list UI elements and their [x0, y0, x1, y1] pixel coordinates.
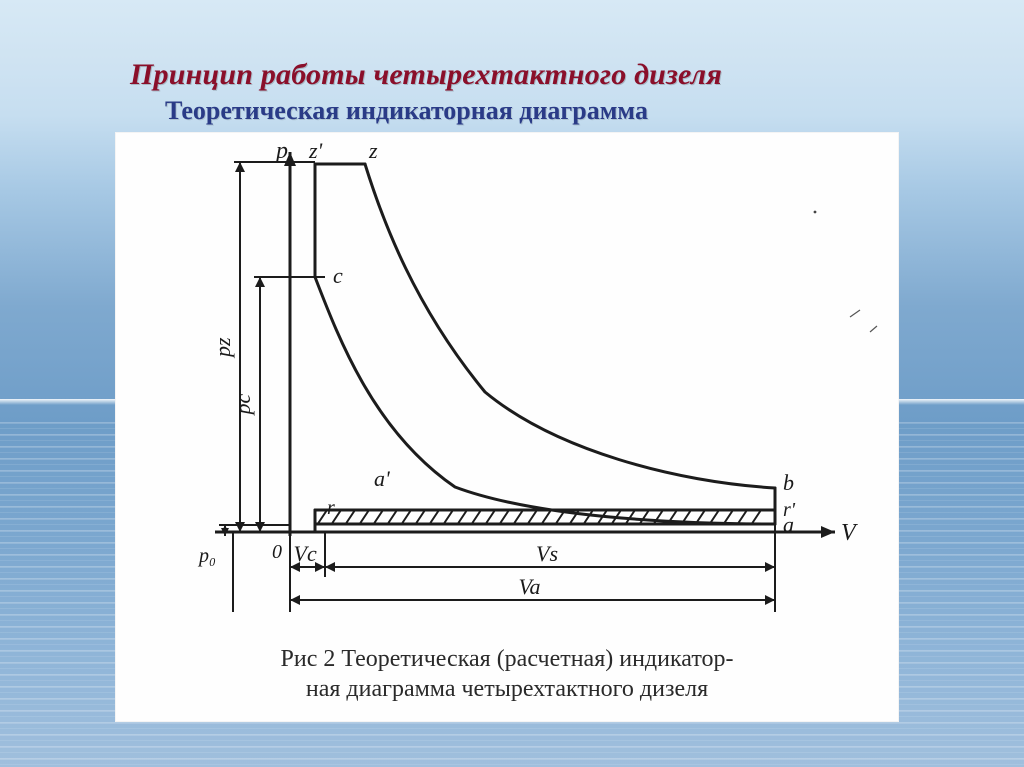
svg-text:z: z: [368, 138, 378, 163]
caption-line-1: Рис 2 Теоретическая (расчетная) индикато…: [281, 646, 734, 672]
slide-title: Принцип работы четырехтактного дизеля: [130, 58, 722, 92]
svg-text:p₀: p₀: [197, 545, 216, 567]
caption-line-2: ная диаграмма четырехтактного дизеля: [306, 676, 708, 702]
svg-text:p: p: [274, 138, 288, 164]
svg-text:pz: pz: [210, 337, 235, 359]
svg-text:Vc: Vc: [294, 541, 317, 566]
svg-text:a': a': [374, 466, 390, 491]
diagram-panel: pV0VcVsVapzpcp₀z'zca'rr'ba Рис 2 Теорети…: [115, 132, 899, 722]
svg-text:a: a: [783, 512, 794, 537]
svg-text:Va: Va: [519, 574, 541, 599]
svg-text:0: 0: [272, 541, 282, 563]
svg-text:V: V: [841, 520, 858, 546]
svg-text:c: c: [333, 263, 343, 288]
svg-text:Vs: Vs: [536, 541, 558, 566]
figure-caption: Рис 2 Теоретическая (расчетная) индикато…: [175, 644, 839, 704]
svg-text:z': z': [308, 138, 323, 163]
slide-subtitle: Теоретическая индикаторная диаграмма: [165, 96, 648, 126]
svg-text:r: r: [327, 497, 335, 519]
pv-diagram: pV0VcVsVapzpcp₀z'zca'rr'ba: [115, 132, 899, 632]
svg-text:b: b: [783, 470, 794, 495]
svg-text:pc: pc: [230, 394, 255, 417]
